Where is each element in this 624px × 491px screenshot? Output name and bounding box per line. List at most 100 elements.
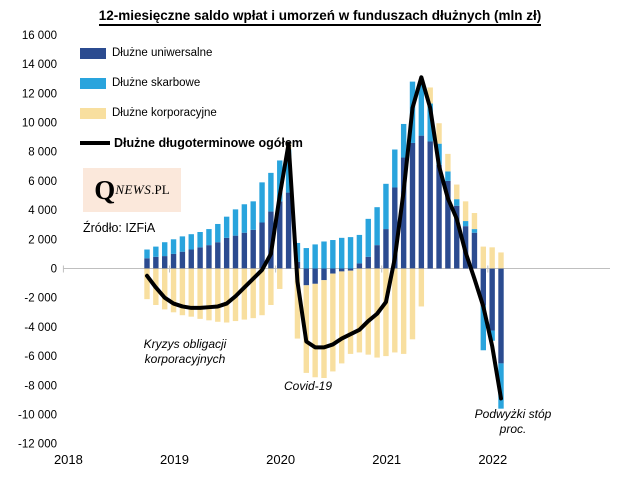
bar-segment — [241, 232, 248, 269]
y-axis-label: 2 000 — [28, 234, 57, 246]
y-axis-label: -10 000 — [18, 410, 57, 422]
y-axis-label: 12 000 — [22, 88, 57, 100]
bar-segment — [303, 248, 309, 269]
bar-segment — [471, 213, 478, 230]
bar-segment — [480, 268, 486, 306]
bar-segment — [330, 240, 336, 269]
bar-segment — [427, 141, 433, 269]
chart-annotation: Kryzys obligacji korporacyjnych — [143, 337, 227, 366]
bar-segment — [197, 232, 203, 248]
bar-segment — [277, 160, 283, 202]
bar-segment — [268, 268, 274, 305]
bar-segment — [330, 268, 336, 274]
bar-segment — [294, 268, 301, 339]
legend-color-swatch — [80, 107, 106, 119]
bar-segment — [170, 239, 177, 254]
legend-color-swatch — [80, 77, 106, 89]
bar-segment — [374, 245, 380, 269]
bar-segment — [259, 268, 265, 316]
bar-segment — [188, 268, 194, 317]
bar-segment — [285, 192, 292, 269]
bar-segment — [330, 273, 336, 372]
bar-segment — [489, 330, 495, 341]
y-axis-label: 4 000 — [28, 205, 57, 217]
legend-label: Dłużne uniwersalne — [112, 47, 213, 59]
bar-segment — [162, 242, 168, 257]
bar-segment — [400, 157, 407, 269]
bar-segment — [436, 123, 442, 144]
bar-segment — [498, 268, 504, 364]
bar-segment — [277, 268, 283, 289]
bar-segment — [489, 247, 495, 269]
bar-segment — [365, 268, 371, 355]
bar-segment — [303, 268, 309, 286]
bar-segment — [409, 268, 416, 340]
y-axis-label: 8 000 — [28, 147, 57, 159]
bar-segment — [179, 236, 186, 252]
bar-segment — [445, 171, 451, 181]
bar-segment — [383, 229, 389, 269]
bar-segment — [400, 123, 407, 158]
legend-item: Dłużne długoterminowe ogółem — [80, 128, 303, 158]
x-axis-label: 2022 — [478, 452, 507, 467]
bar-segment — [241, 268, 248, 320]
bar-segment — [365, 218, 371, 257]
qnews-logo-q: Q — [94, 174, 116, 205]
bar-segment — [321, 280, 327, 378]
bar-segment — [232, 235, 239, 269]
bar-segment — [356, 263, 363, 269]
bar-segment — [427, 103, 433, 142]
y-axis-label: 14 000 — [22, 59, 57, 71]
bar-segment — [347, 237, 354, 269]
bar-segment — [188, 249, 194, 269]
bar-segment — [153, 256, 159, 269]
x-axis-label: 2020 — [266, 452, 295, 467]
bar-segment — [277, 201, 283, 269]
y-axis-label: -12 000 — [18, 439, 57, 451]
y-axis-label: -8 000 — [24, 380, 57, 392]
bar-segment — [223, 268, 230, 323]
bar-segment — [445, 180, 451, 269]
bar-segment — [480, 246, 486, 269]
bar-segment — [250, 201, 256, 230]
bar-segment — [356, 234, 363, 264]
legend-label: Dłużne długoterminowe ogółem — [114, 136, 303, 150]
legend-label: Dłużne korporacyjne — [112, 107, 217, 119]
bar-segment — [144, 268, 150, 300]
bar-segment — [162, 268, 168, 310]
qnews-logo-news: NEWS — [115, 182, 152, 197]
bar-segment — [489, 268, 495, 331]
bar-segment — [312, 244, 318, 269]
y-axis-label: 0 — [51, 264, 57, 276]
bar-segment — [259, 222, 265, 269]
bar-segment — [392, 149, 398, 188]
bar-segment — [312, 283, 318, 378]
bar-segment — [206, 229, 212, 246]
bar-segment — [206, 245, 212, 269]
y-axis-label: -6 000 — [24, 351, 57, 363]
bar-segment — [339, 271, 345, 364]
bar-segment — [215, 223, 221, 243]
legend-item: Dłużne korporacyjne — [80, 98, 303, 128]
y-axis-label: 6 000 — [28, 176, 57, 188]
bar-segment — [427, 87, 433, 104]
y-axis-label: -2 000 — [24, 293, 57, 305]
bar-segment — [418, 268, 425, 307]
bar-segment — [259, 182, 265, 223]
bar-segment — [400, 268, 407, 354]
bar-segment — [144, 258, 150, 269]
chart-annotation: Covid-19 — [284, 379, 333, 393]
legend-color-swatch — [80, 47, 106, 59]
bar-segment — [250, 268, 256, 319]
bar-segment — [188, 234, 194, 250]
y-axis-label: -4 000 — [24, 322, 57, 334]
legend-line-swatch — [80, 141, 110, 145]
bar-segment — [480, 305, 486, 351]
x-axis-label: 2021 — [372, 452, 401, 467]
bar-segment — [436, 164, 442, 269]
bar-segment — [223, 237, 230, 269]
bar-segment — [215, 242, 221, 269]
bar-segment — [339, 237, 345, 269]
